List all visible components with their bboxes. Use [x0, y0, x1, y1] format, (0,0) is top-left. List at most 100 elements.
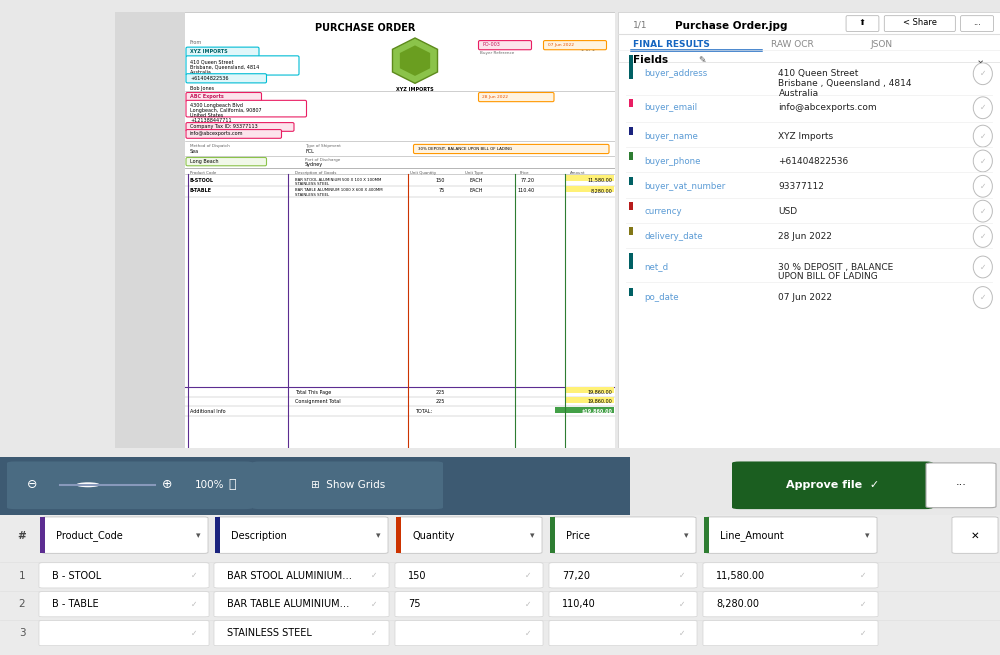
Text: Buyer Reference: Buyer Reference [480, 51, 514, 55]
Text: net_d: net_d [645, 263, 669, 272]
Text: 75: 75 [439, 189, 445, 193]
FancyBboxPatch shape [703, 620, 878, 646]
Text: BAR TABLE ALUMINIUM…: BAR TABLE ALUMINIUM… [227, 599, 349, 609]
Text: Purchase Order.jpg: Purchase Order.jpg [675, 20, 788, 31]
Bar [629, 202, 633, 210]
Text: ⊕: ⊕ [162, 478, 173, 491]
Bar [40, 517, 45, 553]
Bar [565, 397, 614, 403]
Text: 28 Jun 2022: 28 Jun 2022 [778, 232, 832, 241]
Text: Sydney: Sydney [305, 162, 323, 167]
Text: Type of Shipment: Type of Shipment [305, 143, 341, 147]
Text: ...: ... [973, 18, 981, 28]
Text: 410 Queen Street: 410 Queen Street [778, 69, 859, 79]
Text: Longbeach, California, 90807: Longbeach, California, 90807 [190, 108, 262, 113]
Text: 8,280.00: 8,280.00 [716, 599, 759, 609]
Text: buyer_phone: buyer_phone [645, 157, 701, 166]
Text: delivery_date: delivery_date [645, 232, 703, 241]
Text: ✕: ✕ [971, 531, 979, 541]
Text: 77.20: 77.20 [521, 178, 535, 183]
Text: Terms / Method of Payment: Terms / Method of Payment [415, 143, 471, 147]
Text: Price: Price [520, 170, 530, 175]
Text: $19,860.00: $19,860.00 [581, 409, 612, 414]
Text: Randy Clarke: Randy Clarke [190, 123, 222, 128]
Text: info@abcexports.com: info@abcexports.com [190, 132, 244, 136]
FancyBboxPatch shape [952, 517, 998, 553]
Text: Product Code: Product Code [190, 170, 216, 175]
Bar [629, 55, 633, 79]
Text: 225: 225 [436, 390, 445, 394]
Bar [704, 517, 709, 553]
Text: 11,580.00: 11,580.00 [716, 571, 765, 580]
Text: 30% DEPOSIT, BALANCE UPON BILL OF LADING: 30% DEPOSIT, BALANCE UPON BILL OF LADING [418, 147, 512, 151]
Text: ▾: ▾ [376, 531, 380, 540]
FancyBboxPatch shape [552, 517, 696, 553]
Bar [0, 457, 630, 515]
Text: ✓: ✓ [191, 600, 197, 609]
FancyBboxPatch shape [186, 74, 266, 83]
Text: currency: currency [645, 207, 682, 215]
Text: 410 Queen Street: 410 Queen Street [190, 60, 234, 65]
Text: ✓: ✓ [525, 600, 531, 609]
Bar [396, 517, 401, 553]
Text: 1 of 1: 1 of 1 [581, 47, 595, 52]
Text: ▾: ▾ [865, 531, 869, 540]
Bar [629, 127, 633, 135]
Text: USD: USD [778, 207, 798, 215]
Text: 30 % DEPOSIT , BALANCE: 30 % DEPOSIT , BALANCE [778, 263, 894, 272]
Text: 75: 75 [408, 599, 421, 609]
FancyBboxPatch shape [186, 122, 294, 131]
FancyBboxPatch shape [39, 591, 209, 617]
Bar [115, 12, 185, 448]
Text: Port of Loading: Port of Loading [190, 158, 221, 162]
Text: Long Beach: Long Beach [190, 159, 218, 164]
Text: PO-003: PO-003 [482, 43, 500, 47]
Text: buyer_vat_number: buyer_vat_number [645, 182, 726, 191]
Text: B - TABLE: B - TABLE [52, 599, 99, 609]
Text: Brisbane , Queensland , 4814: Brisbane , Queensland , 4814 [778, 79, 912, 88]
Circle shape [76, 482, 100, 487]
Text: Port of Discharge: Port of Discharge [305, 158, 340, 162]
FancyBboxPatch shape [395, 591, 543, 617]
Text: ✓: ✓ [525, 571, 531, 580]
Text: XYZ IMPORTS: XYZ IMPORTS [190, 48, 228, 54]
Bar [565, 186, 614, 192]
Text: ✓: ✓ [980, 206, 986, 215]
Text: ✓: ✓ [980, 232, 986, 241]
Text: +61404822536: +61404822536 [190, 75, 228, 81]
Text: From: From [190, 40, 202, 45]
Bar [565, 176, 614, 181]
Text: ✓: ✓ [525, 629, 531, 638]
Text: B-TABLE: B-TABLE [190, 189, 212, 193]
Text: Description of Goods: Description of Goods [295, 170, 336, 175]
Text: ⬆: ⬆ [859, 18, 866, 28]
Text: UPON BILL OF LADING: UPON BILL OF LADING [778, 272, 878, 281]
Text: buyer_address: buyer_address [645, 69, 708, 79]
FancyBboxPatch shape [549, 591, 697, 617]
Text: ✓: ✓ [980, 103, 986, 112]
Text: Brisbane, Queensland, 4814: Brisbane, Queensland, 4814 [190, 65, 259, 69]
FancyBboxPatch shape [479, 41, 532, 50]
Text: +121388447711: +121388447711 [190, 119, 232, 123]
Text: ✓: ✓ [860, 629, 866, 638]
Text: ABC Exports: ABC Exports [190, 94, 224, 100]
Text: ▾: ▾ [684, 531, 688, 540]
Text: 07 Jun 2022: 07 Jun 2022 [778, 293, 832, 302]
Text: JSON: JSON [870, 40, 892, 49]
Bar [215, 517, 220, 553]
Text: Consignment Total: Consignment Total [295, 399, 341, 404]
Bar [0, 515, 1000, 655]
Text: 07 Jun 2022: 07 Jun 2022 [548, 43, 574, 47]
Text: Description: Description [231, 531, 287, 541]
Text: ✓: ✓ [679, 600, 685, 609]
Text: RAW OCR: RAW OCR [771, 40, 814, 49]
Text: 1/1: 1/1 [633, 20, 648, 29]
FancyBboxPatch shape [706, 517, 877, 553]
Text: EACH: EACH [470, 178, 484, 183]
Text: Unit Type: Unit Type [465, 170, 483, 175]
Text: Purchase Order Number: Purchase Order Number [480, 40, 530, 44]
Text: info@abcexports.com: info@abcexports.com [778, 103, 877, 113]
Text: ✓: ✓ [980, 293, 986, 302]
Text: EACH: EACH [470, 189, 484, 193]
FancyBboxPatch shape [214, 620, 389, 646]
